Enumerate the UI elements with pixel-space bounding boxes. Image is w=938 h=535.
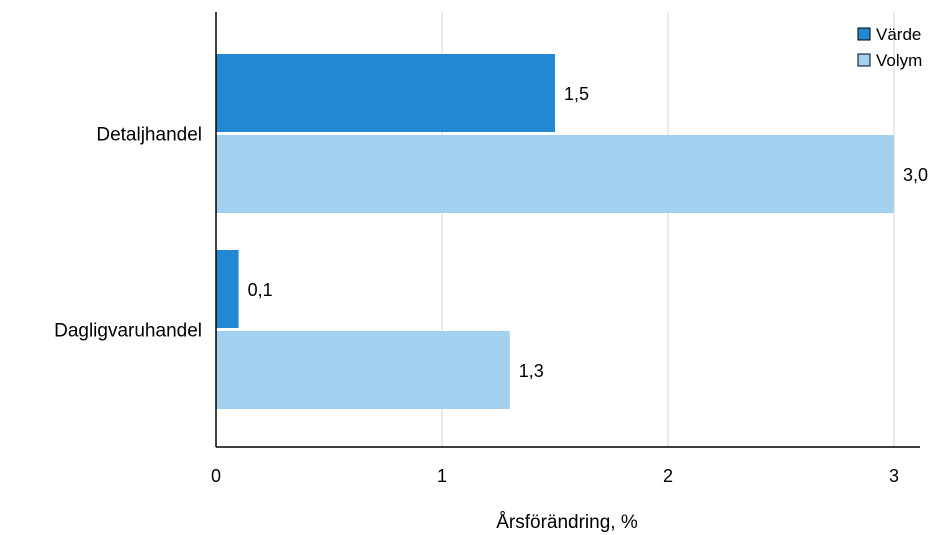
category-label: Dagligvaruhandel xyxy=(54,321,202,342)
legend: Värde Volym xyxy=(857,25,922,70)
x-tick-label: 2 xyxy=(663,466,673,486)
value-label: 0,1 xyxy=(248,280,273,300)
x-tick-label: 0 xyxy=(211,466,221,486)
category-label: Detaljhandel xyxy=(96,125,202,146)
tick-labels: 0 1 2 3 Detaljhandel Dagligvaruhandel xyxy=(54,125,899,487)
x-tick-label: 3 xyxy=(889,466,899,486)
bars xyxy=(216,54,894,409)
axes xyxy=(215,12,920,448)
legend-swatch-volym xyxy=(857,53,871,67)
x-tick-label: 1 xyxy=(437,466,447,486)
value-label: 1,5 xyxy=(564,84,589,104)
legend-swatch-värde xyxy=(857,27,871,41)
x-axis-title: Årsförändring, % xyxy=(496,512,638,533)
bar-värde-1 xyxy=(216,250,239,328)
bar-volym-0 xyxy=(216,135,894,213)
legend-label-volym: Volym xyxy=(876,51,922,70)
legend-label-värde: Värde xyxy=(876,25,921,44)
bar-värde-0 xyxy=(216,54,555,132)
value-label: 1,3 xyxy=(519,361,544,381)
value-labels: 1,5 3,0 0,1 1,3 xyxy=(248,84,928,381)
value-label: 3,0 xyxy=(903,165,928,185)
bar-volym-1 xyxy=(216,331,510,409)
